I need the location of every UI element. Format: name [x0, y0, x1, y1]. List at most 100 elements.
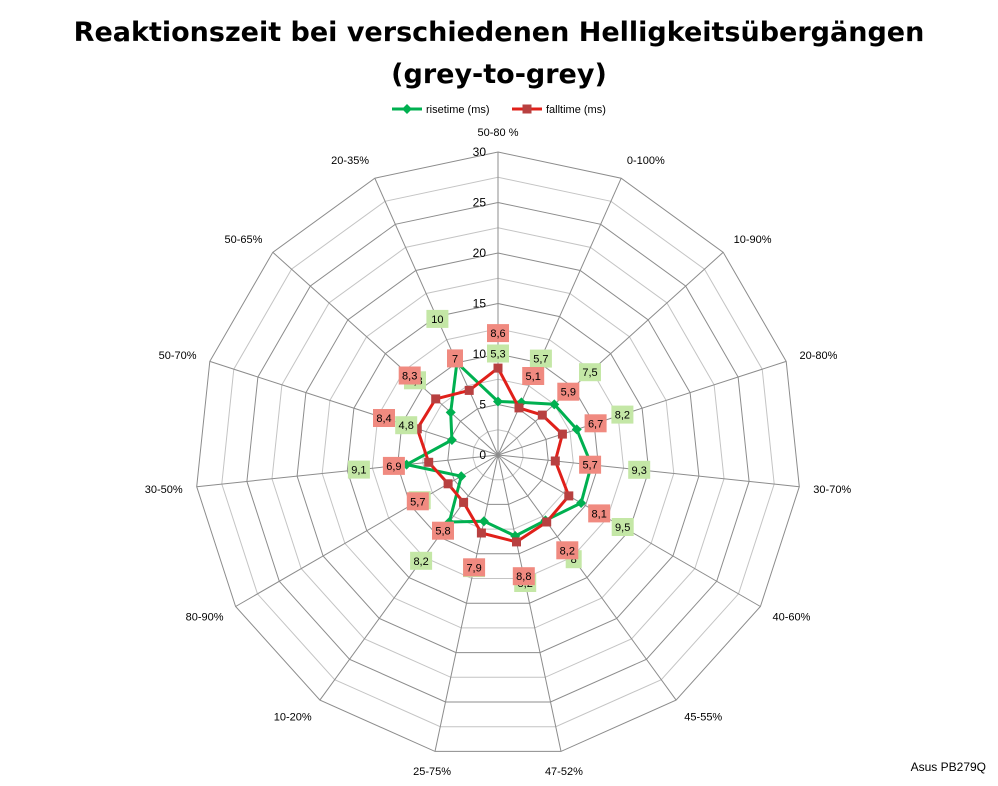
legend-label: risetime (ms)	[426, 104, 490, 116]
data-label-bg	[463, 558, 486, 577]
series-falltime	[412, 363, 574, 547]
axis-tick-label: 0	[479, 448, 486, 462]
minor-grid-ring	[321, 277, 675, 629]
data-label: 8	[571, 554, 577, 566]
legend: risetime (ms) falltime (ms)	[392, 104, 606, 116]
data-label: 10	[431, 314, 443, 326]
radar-spoke	[497, 454, 562, 752]
data-label: 9,1	[351, 465, 366, 477]
radar-spoke	[434, 454, 499, 752]
grid-ring-25	[246, 201, 750, 703]
axis-tick-label: 5	[479, 398, 486, 412]
minor-grid-ring	[472, 429, 524, 481]
data-point-square	[464, 385, 474, 395]
data-label-bg	[487, 324, 509, 343]
data-label-bg	[588, 504, 611, 523]
minor-grid-ring	[221, 176, 775, 728]
category-label: 20-80%	[800, 350, 838, 362]
data-label-bg	[557, 382, 580, 401]
data-label-bg	[447, 349, 463, 368]
series-line	[405, 361, 593, 538]
data-label-bg	[522, 367, 545, 385]
category-label: 50-80 %	[478, 127, 519, 139]
radar-spoke	[497, 454, 677, 701]
data-point-square	[564, 491, 574, 501]
data-label-bg	[382, 456, 405, 475]
data-point-diamond	[571, 424, 582, 435]
data-label: 9,3	[632, 465, 647, 477]
legend-marker-diamond	[402, 104, 412, 114]
grid-ring-5	[447, 403, 549, 505]
data-label-bg	[347, 460, 370, 479]
category-label: 50-70%	[159, 350, 197, 362]
axis-tick-label: 30	[473, 145, 487, 159]
axis-tick-label: 10	[473, 347, 487, 361]
data-point-square	[443, 479, 453, 489]
data-label-bg	[406, 492, 429, 511]
legend-marker-square	[522, 104, 532, 114]
data-label-bg	[611, 518, 634, 536]
minor-grid-ring	[271, 227, 725, 678]
minor-grid-ring	[371, 328, 625, 579]
data-label: 5,3	[490, 349, 505, 361]
legend-label: falltime (ms)	[546, 104, 606, 116]
data-label: 5,1	[526, 371, 541, 383]
category-label: 25-75%	[413, 766, 451, 778]
credit-label: Asus PB279Q	[910, 760, 986, 774]
data-label-bg	[512, 567, 535, 586]
data-label-bg	[529, 349, 552, 368]
data-label: 5,7	[582, 460, 597, 472]
category-label: 0-100%	[627, 155, 665, 167]
radar-spoke	[272, 251, 499, 456]
data-point-square	[537, 410, 547, 420]
data-label-bg	[398, 366, 421, 385]
radar-spoke	[497, 251, 724, 456]
data-point-diamond	[478, 516, 489, 527]
data-label: 8,2	[560, 545, 575, 557]
data-label: 7	[452, 353, 458, 365]
data-label: 4,8	[399, 420, 414, 432]
data-point-diamond	[445, 407, 456, 418]
category-label: 45-55%	[684, 711, 722, 723]
data-point-diamond	[446, 435, 457, 446]
data-point-diamond	[456, 471, 467, 482]
data-point-square	[412, 424, 422, 434]
data-point-diamond	[493, 396, 503, 407]
data-label: 8,4	[376, 413, 391, 425]
axis-tick-label: 20	[473, 246, 487, 260]
data-label: 7,9	[466, 562, 481, 574]
data-label: 7,5	[582, 367, 597, 379]
series-line	[415, 366, 571, 544]
data-label-bg	[628, 460, 651, 479]
data-point-diamond	[576, 497, 587, 508]
data-label-bg	[584, 414, 607, 433]
data-label-bg	[432, 521, 454, 540]
data-point-square	[557, 429, 567, 439]
data-label-bg	[579, 455, 602, 474]
data-label: 8,6	[490, 328, 505, 340]
data-label: 5,7	[410, 496, 425, 508]
category-label: 30-70%	[813, 484, 851, 496]
data-label-bg	[611, 405, 634, 424]
data-label-bg	[556, 541, 579, 560]
data-label: 8,2	[413, 556, 428, 568]
data-labels: 5,35,77,58,29,39,588,26,78,24,29,14,86,3…	[347, 309, 651, 592]
chart-title: Reaktionszeit bei verschiedenen Helligke…	[0, 12, 998, 96]
data-point-square	[424, 457, 434, 467]
chart-title-line-1: Reaktionszeit bei verschiedenen Helligke…	[73, 17, 925, 48]
radar-spoke	[196, 454, 499, 488]
data-point-square	[493, 363, 503, 373]
data-point-square	[476, 528, 486, 538]
data-point-diamond	[549, 399, 560, 410]
data-label: 5,9	[561, 387, 576, 399]
data-label-bg	[426, 309, 449, 328]
radar-spoke	[235, 454, 499, 607]
radar-grid	[196, 151, 800, 752]
data-label: 6,9	[386, 461, 401, 473]
data-label: 6,7	[588, 418, 603, 430]
category-label: 10-20%	[274, 711, 312, 723]
data-label-bg	[579, 363, 601, 382]
data-label: 9,5	[615, 522, 630, 534]
data-label: 5,7	[533, 354, 548, 366]
